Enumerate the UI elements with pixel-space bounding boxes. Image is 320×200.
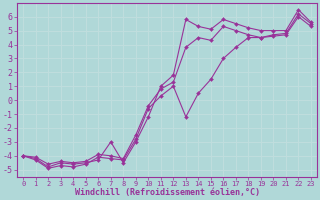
X-axis label: Windchill (Refroidissement éolien,°C): Windchill (Refroidissement éolien,°C) xyxy=(75,188,260,197)
